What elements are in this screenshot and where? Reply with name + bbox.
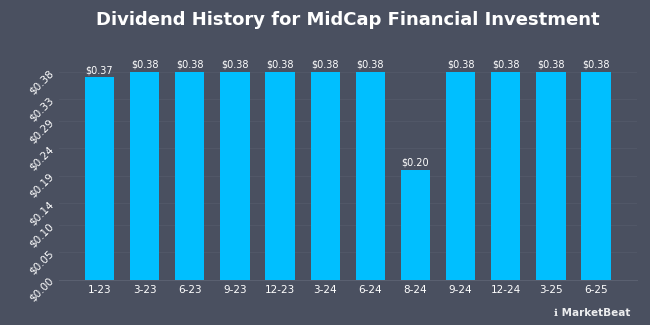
Bar	[536, 72, 566, 280]
Bar	[175, 72, 204, 280]
Bar	[220, 72, 250, 280]
Bar	[356, 72, 385, 280]
Bar	[311, 72, 340, 280]
Bar	[401, 170, 430, 280]
Bar	[84, 77, 114, 280]
Text: $0.37: $0.37	[86, 65, 113, 75]
Text: $0.38: $0.38	[582, 59, 610, 70]
Bar	[130, 72, 159, 280]
Text: $0.38: $0.38	[447, 59, 474, 70]
Bar	[581, 72, 611, 280]
Bar	[446, 72, 475, 280]
Text: $0.38: $0.38	[131, 59, 159, 70]
Text: $0.38: $0.38	[537, 59, 565, 70]
Bar	[265, 72, 294, 280]
Text: $0.20: $0.20	[402, 158, 429, 168]
Text: ℹ MarketBeat: ℹ MarketBeat	[554, 308, 630, 318]
Text: $0.38: $0.38	[266, 59, 294, 70]
Text: $0.38: $0.38	[492, 59, 519, 70]
Text: $0.38: $0.38	[311, 59, 339, 70]
Text: $0.38: $0.38	[176, 59, 203, 70]
Bar	[491, 72, 521, 280]
Text: $0.38: $0.38	[221, 59, 249, 70]
Title: Dividend History for MidCap Financial Investment: Dividend History for MidCap Financial In…	[96, 11, 599, 29]
Text: $0.38: $0.38	[357, 59, 384, 70]
